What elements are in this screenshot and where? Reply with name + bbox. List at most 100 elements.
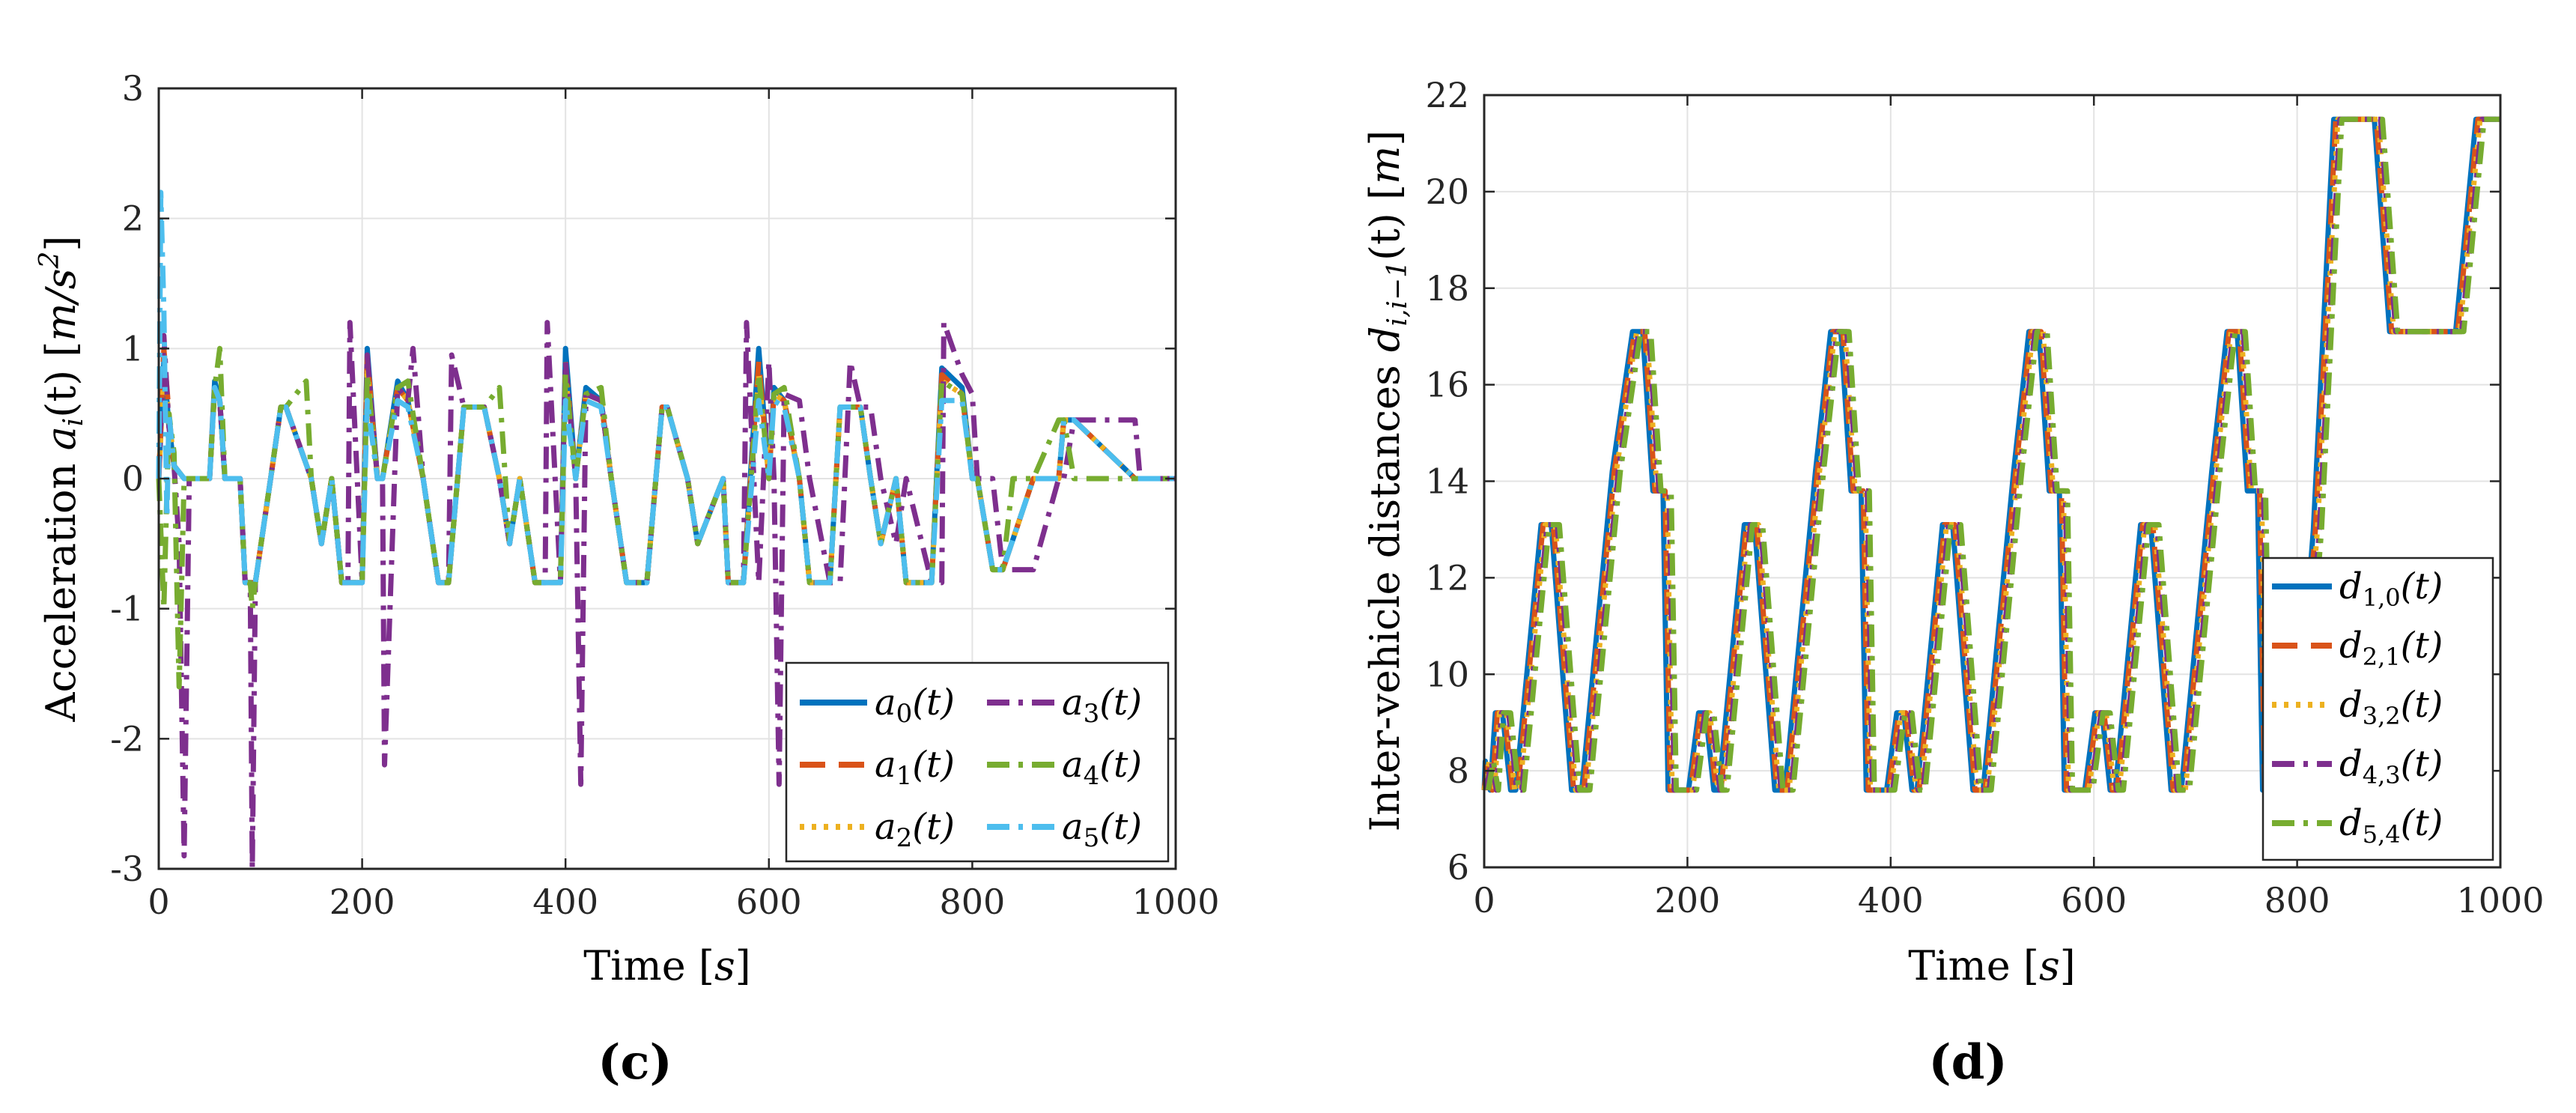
- x-tick-label-c: 800: [939, 882, 1005, 922]
- y-label-sub-c: i: [58, 418, 89, 427]
- legend-label-d: d4,3(t): [2339, 743, 2443, 789]
- legend-label-d: d1,0(t): [2339, 565, 2443, 612]
- x-ticks-d: 0 200 400 600 800 1000: [1473, 95, 2545, 921]
- legend-label-suffix-d: (t): [2401, 802, 2443, 844]
- x-tick-label-d: 1000: [2456, 880, 2544, 921]
- x-label-prefix-d: Time [: [1908, 942, 2039, 989]
- x-tick-label-c: 0: [148, 882, 169, 922]
- y-tick-label-c: -3: [110, 849, 144, 889]
- panel-d: 0 200 400 600 800 1000 6 8 10 12 14 16 18 20 22 Time …: [1361, 75, 2545, 1091]
- legend-label-base-d: d: [2339, 625, 2363, 667]
- legend-label-c: a2(t): [875, 806, 955, 853]
- y-tick-label-c: -2: [110, 718, 144, 759]
- x-tick-label-c: 600: [736, 882, 802, 922]
- y-label-end-d: ]: [1361, 130, 1409, 146]
- legend-label-c: a0(t): [875, 682, 955, 729]
- legend-label-base-c: a: [1062, 806, 1084, 848]
- legend-label-c: a1(t): [875, 744, 955, 791]
- y-tick-label-d: 22: [1425, 75, 1469, 115]
- y-tick-label-c: 2: [122, 198, 144, 239]
- y-tick-label-d: 16: [1425, 365, 1469, 405]
- legend-label-c: a5(t): [1062, 806, 1142, 853]
- legend-label-base-d: d: [2339, 802, 2363, 844]
- y-label-sub-d: i,i−1: [1382, 261, 1413, 327]
- legend-label-base-c: a: [1062, 744, 1084, 786]
- y-tick-label-d: 6: [1448, 847, 1469, 888]
- x-tick-label-d: 800: [2264, 880, 2330, 921]
- legend-label-sub-c: 0: [896, 699, 913, 729]
- legend-label-sub-c: 4: [1084, 761, 1100, 791]
- y-axis-label-c: Acceleration ai(t) [m/s2]: [34, 235, 89, 722]
- y-label-mid-d: (t) [: [1361, 184, 1409, 261]
- x-tick-label-c: 1000: [1131, 882, 1219, 922]
- legend-c: a0(t) a3(t)a1(t) a4(t)a2(t) a5(t): [785, 661, 1170, 863]
- legend-label-suffix-d: (t): [2401, 625, 2443, 667]
- x-label-end-d: ]: [2060, 942, 2076, 989]
- y-tick-label-d: 14: [1425, 461, 1469, 502]
- y-label-unit-c: m/s: [37, 268, 85, 341]
- series-line-c-5: [156, 189, 1176, 586]
- x-tick-label-c: 200: [329, 882, 395, 922]
- y-label-mid-c: (t) [: [37, 342, 85, 418]
- legend-label-base-d: d: [2339, 684, 2363, 726]
- legend-label-suffix-c: (t): [1099, 682, 1142, 724]
- legend-label-sub-d: 5,4: [2363, 820, 2401, 849]
- y-tick-label-d: 12: [1425, 557, 1469, 598]
- legend-label-suffix-c: (t): [912, 744, 955, 786]
- x-label-prefix-c: Time [: [583, 942, 714, 989]
- legend-d: d1,0(t)d2,1(t)d3,2(t)d4,3(t)d5,4(t): [2261, 556, 2494, 861]
- y-label-var-d: d: [1361, 327, 1409, 353]
- series-line-d-4: [1485, 116, 2500, 793]
- legend-label-d: d5,4(t): [2339, 802, 2443, 849]
- y-label-exp-c: 2: [34, 252, 65, 270]
- legend-box-d: [2261, 556, 2494, 861]
- legend-label-c: a4(t): [1062, 744, 1142, 791]
- y-label-prefix-c: Acceleration: [37, 450, 85, 722]
- legend-label-sub-c: 5: [1084, 823, 1100, 853]
- legend-label-sub-c: 2: [896, 823, 913, 853]
- legend-label-sub-d: 4,3: [2363, 761, 2401, 789]
- y-ticks-d: 6 8 10 12 14 16 18 20 22: [1425, 75, 2500, 888]
- legend-label-suffix-c: (t): [1099, 806, 1142, 848]
- panel-c: 0 200 400 600 800 1000 -3 -2 -1 0 1 2 3 Time [s] Ac…: [34, 68, 1220, 1091]
- x-tick-label-d: 0: [1473, 880, 1495, 921]
- legend-label-suffix-c: (t): [912, 806, 955, 848]
- legend-label-sub-d: 2,1: [2363, 643, 2401, 671]
- series-line-d-3: [1483, 116, 2500, 793]
- legend-label-sub-c: 3: [1084, 699, 1100, 729]
- y-tick-label-c: 1: [122, 328, 144, 369]
- series-line-d-1: [1481, 116, 2499, 793]
- y-tick-label-d: 8: [1448, 750, 1469, 791]
- legend-label-suffix-d: (t): [2401, 743, 2443, 785]
- y-tick-label-c: -1: [110, 589, 144, 629]
- y-tick-label-c: 3: [122, 68, 144, 109]
- caption-c: (c): [598, 1034, 672, 1091]
- y-label-end-c: ]: [37, 235, 85, 251]
- x-label-var-d: s: [2039, 942, 2060, 989]
- series-c: [156, 189, 1176, 872]
- y-ticks-c: -3 -2 -1 0 1 2 3: [110, 68, 1176, 889]
- y-tick-label-d: 10: [1425, 654, 1469, 694]
- legend-label-base-d: d: [2339, 565, 2363, 607]
- x-label-end-c: ]: [735, 942, 751, 989]
- legend-label-c: a3(t): [1062, 682, 1142, 729]
- y-label-unit-d: m: [1361, 146, 1409, 184]
- legend-label-base-c: a: [875, 682, 896, 724]
- y-tick-label-c: 0: [122, 458, 144, 499]
- y-label-var-c: a: [37, 426, 85, 450]
- y-axis-label-d: Inter-vehicle distances di,i−1(t) [m]: [1361, 130, 1413, 832]
- y-label-prefix-d: Inter-vehicle distances: [1361, 352, 1409, 831]
- x-tick-label-c: 400: [532, 882, 598, 922]
- legend-label-suffix-c: (t): [912, 682, 955, 724]
- legend-label-suffix-d: (t): [2401, 565, 2443, 607]
- legend-label-sub-d: 1,0: [2363, 583, 2401, 612]
- legend-label-base-c: a: [875, 806, 896, 848]
- x-tick-label-d: 200: [1654, 880, 1720, 921]
- legend-label-d: d3,2(t): [2339, 684, 2443, 730]
- legend-label-base-d: d: [2339, 743, 2363, 785]
- x-axis-label-c: Time [s]: [583, 942, 750, 989]
- legend-label-suffix-c: (t): [1099, 744, 1142, 786]
- y-tick-label-d: 20: [1425, 172, 1469, 212]
- x-ticks-c: 0 200 400 600 800 1000: [148, 88, 1220, 922]
- x-axis-label-d: Time [s]: [1908, 942, 2075, 989]
